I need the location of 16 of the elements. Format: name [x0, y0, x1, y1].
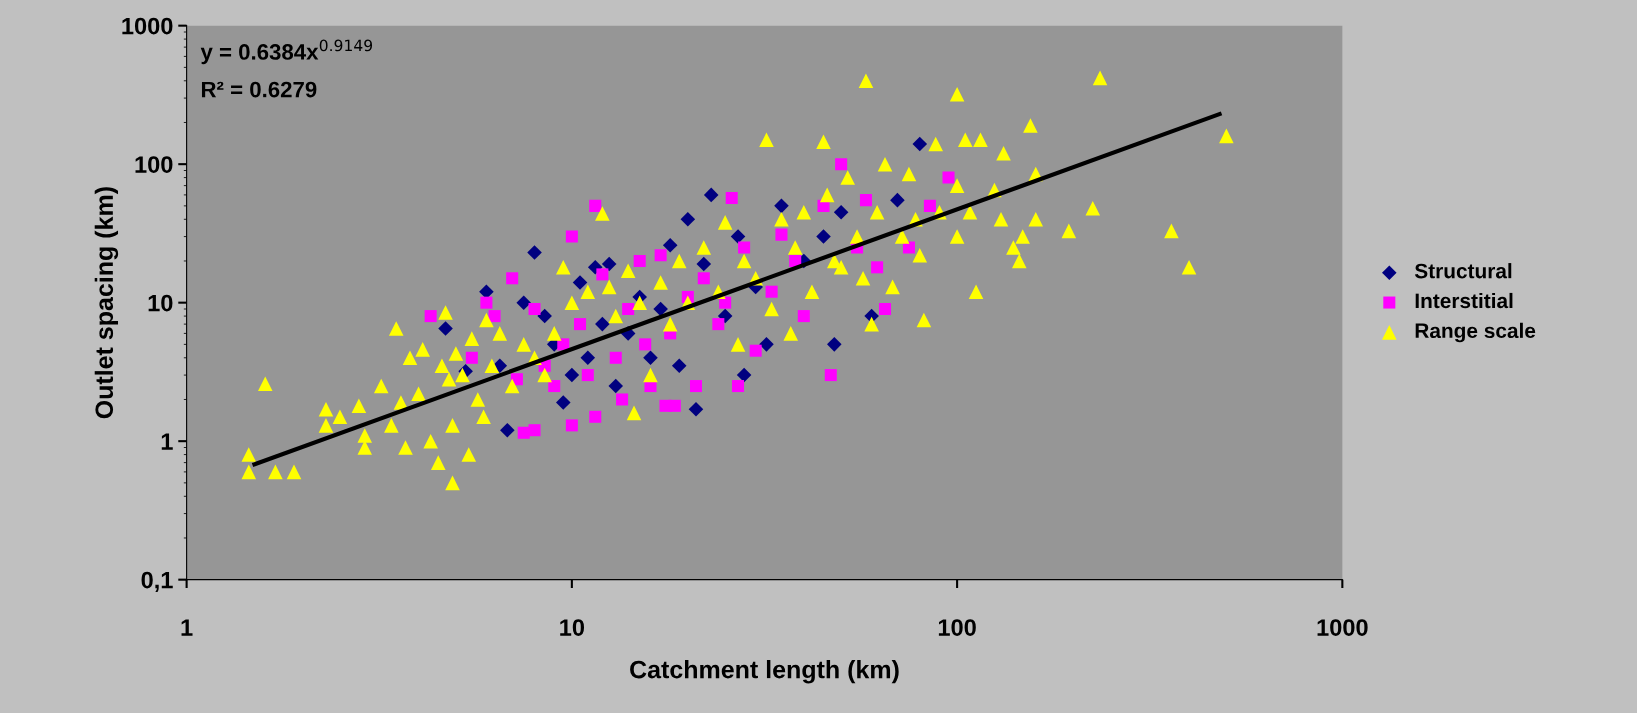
annotation: R² = 0.6279 [201, 81, 317, 98]
legend-label: Range scale [1415, 322, 1536, 343]
x-tick-label: 100 [938, 619, 976, 636]
y-tick-label: 100 [135, 156, 173, 173]
legend-label: Interstitial [1415, 292, 1513, 309]
legend-label: Structural [1414, 263, 1512, 279]
y-tick-label: 0,1 [141, 571, 173, 592]
x-tick-label: 10 [560, 619, 585, 636]
x-axis-title: Catchment length (km) [630, 660, 899, 684]
y-axis-title: Outlet spacing (km) [94, 187, 119, 419]
y-tick-label: 1000 [122, 17, 173, 35]
y-tick-label: 10 [148, 294, 173, 312]
annotation: y = 0.6384x$^{0.9149}$ [200, 39, 373, 65]
x-tick-label: 1 [181, 619, 193, 636]
x-tick-label: 1000 [1317, 619, 1368, 636]
y-tick-label: 1 [161, 433, 173, 450]
